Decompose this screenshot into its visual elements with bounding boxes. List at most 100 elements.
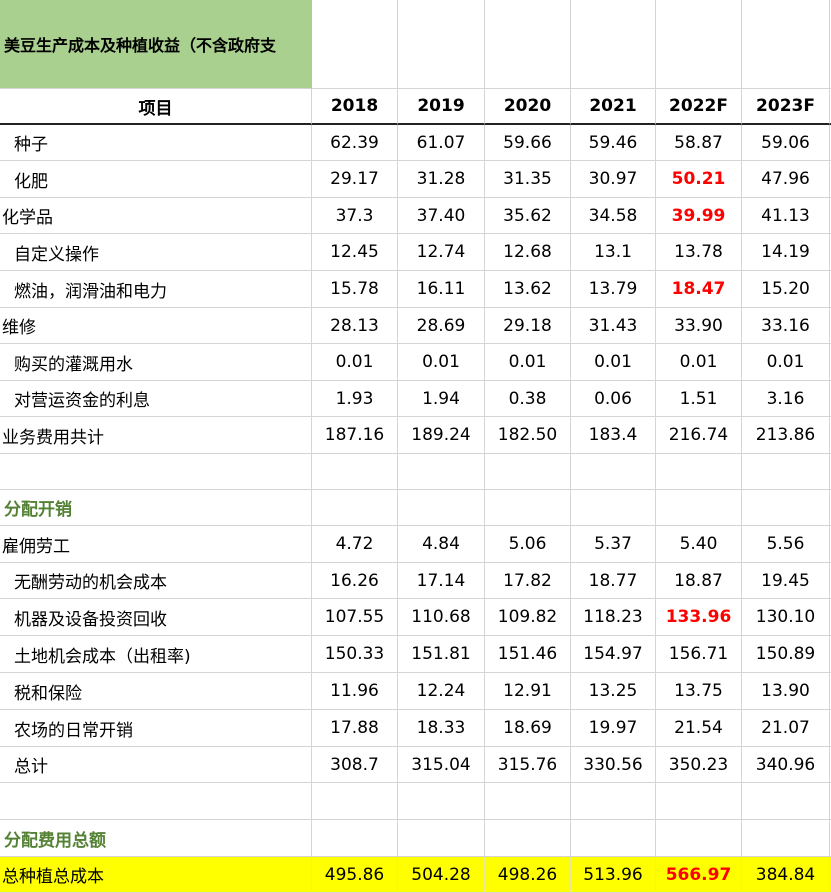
value-cell[interactable]: 0.06 <box>571 381 656 417</box>
value-cell[interactable]: 13.62 <box>485 271 571 308</box>
value-cell[interactable]: 29.17 <box>312 161 398 198</box>
value-cell[interactable]: 59.06 <box>742 125 830 161</box>
value-cell[interactable]: 33.16 <box>742 308 830 344</box>
value-cell[interactable] <box>312 820 398 857</box>
value-cell[interactable]: 35.62 <box>485 198 571 234</box>
row-label[interactable]: 自定义操作 <box>0 234 312 271</box>
value-cell[interactable]: 62.39 <box>312 125 398 161</box>
value-cell[interactable]: 16.11 <box>398 271 485 308</box>
section-label[interactable]: 分配费用总额 <box>0 820 312 857</box>
value-cell[interactable] <box>398 783 485 820</box>
value-cell[interactable]: 47.96 <box>742 161 830 198</box>
value-cell[interactable]: 566.97 <box>656 857 742 893</box>
value-cell[interactable] <box>312 783 398 820</box>
value-cell[interactable]: 58.87 <box>656 125 742 161</box>
value-cell[interactable]: 183.4 <box>571 417 656 454</box>
empty-cell[interactable] <box>571 0 656 89</box>
column-header-year[interactable]: 2018 <box>312 89 398 125</box>
value-cell[interactable]: 18.33 <box>398 710 485 747</box>
row-label[interactable]: 购买的灌溉用水 <box>0 344 312 381</box>
value-cell[interactable]: 13.78 <box>656 234 742 271</box>
value-cell[interactable]: 1.93 <box>312 381 398 417</box>
value-cell[interactable] <box>656 783 742 820</box>
value-cell[interactable]: 31.28 <box>398 161 485 198</box>
value-cell[interactable]: 3.16 <box>742 381 830 417</box>
value-cell[interactable] <box>571 820 656 857</box>
value-cell[interactable]: 18.77 <box>571 563 656 599</box>
row-label[interactable] <box>0 783 312 820</box>
column-header-year[interactable]: 2023F <box>742 89 830 125</box>
value-cell[interactable]: 1.51 <box>656 381 742 417</box>
value-cell[interactable]: 15.78 <box>312 271 398 308</box>
row-label[interactable]: 种子 <box>0 125 312 161</box>
row-label[interactable] <box>0 454 312 490</box>
value-cell[interactable]: 4.84 <box>398 526 485 563</box>
value-cell[interactable]: 39.99 <box>656 198 742 234</box>
value-cell[interactable]: 13.25 <box>571 673 656 710</box>
value-cell[interactable]: 213.86 <box>742 417 830 454</box>
value-cell[interactable]: 118.23 <box>571 599 656 636</box>
value-cell[interactable] <box>742 490 830 526</box>
value-cell[interactable] <box>312 490 398 526</box>
value-cell[interactable]: 504.28 <box>398 857 485 893</box>
row-label[interactable]: 对营运资金的利息 <box>0 381 312 417</box>
value-cell[interactable]: 59.46 <box>571 125 656 161</box>
row-label[interactable]: 总计 <box>0 747 312 783</box>
value-cell[interactable] <box>571 490 656 526</box>
column-header-year[interactable]: 2019 <box>398 89 485 125</box>
value-cell[interactable] <box>571 454 656 490</box>
row-label[interactable]: 雇佣劳工 <box>0 526 312 563</box>
row-label[interactable]: 土地机会成本（出租率) <box>0 636 312 673</box>
value-cell[interactable] <box>312 454 398 490</box>
value-cell[interactable]: 17.14 <box>398 563 485 599</box>
value-cell[interactable]: 0.01 <box>485 344 571 381</box>
value-cell[interactable]: 0.01 <box>398 344 485 381</box>
value-cell[interactable]: 0.01 <box>656 344 742 381</box>
value-cell[interactable]: 17.88 <box>312 710 398 747</box>
value-cell[interactable]: 41.13 <box>742 198 830 234</box>
value-cell[interactable]: 31.43 <box>571 308 656 344</box>
row-label[interactable]: 化学品 <box>0 198 312 234</box>
value-cell[interactable]: 150.33 <box>312 636 398 673</box>
row-label[interactable]: 无酬劳动的机会成本 <box>0 563 312 599</box>
value-cell[interactable]: 0.01 <box>312 344 398 381</box>
value-cell[interactable]: 12.91 <box>485 673 571 710</box>
value-cell[interactable]: 151.46 <box>485 636 571 673</box>
section-label[interactable]: 分配开销 <box>0 490 312 526</box>
value-cell[interactable]: 13.90 <box>742 673 830 710</box>
value-cell[interactable] <box>485 820 571 857</box>
value-cell[interactable]: 109.82 <box>485 599 571 636</box>
value-cell[interactable]: 130.10 <box>742 599 830 636</box>
value-cell[interactable]: 13.79 <box>571 271 656 308</box>
row-label[interactable]: 农场的日常开销 <box>0 710 312 747</box>
value-cell[interactable]: 37.3 <box>312 198 398 234</box>
row-label[interactable]: 化肥 <box>0 161 312 198</box>
value-cell[interactable]: 33.90 <box>656 308 742 344</box>
value-cell[interactable]: 13.75 <box>656 673 742 710</box>
value-cell[interactable]: 0.01 <box>571 344 656 381</box>
value-cell[interactable] <box>485 454 571 490</box>
value-cell[interactable]: 182.50 <box>485 417 571 454</box>
value-cell[interactable]: 187.16 <box>312 417 398 454</box>
row-label[interactable]: 燃油，润滑油和电力 <box>0 271 312 308</box>
row-label[interactable]: 总种植总成本 <box>0 857 312 893</box>
value-cell[interactable]: 30.97 <box>571 161 656 198</box>
value-cell[interactable]: 189.24 <box>398 417 485 454</box>
value-cell[interactable]: 13.1 <box>571 234 656 271</box>
empty-cell[interactable] <box>742 0 830 89</box>
value-cell[interactable]: 15.20 <box>742 271 830 308</box>
value-cell[interactable]: 151.81 <box>398 636 485 673</box>
row-label[interactable]: 维修 <box>0 308 312 344</box>
value-cell[interactable]: 315.76 <box>485 747 571 783</box>
value-cell[interactable]: 16.26 <box>312 563 398 599</box>
value-cell[interactable] <box>656 820 742 857</box>
value-cell[interactable]: 14.19 <box>742 234 830 271</box>
column-header-item[interactable]: 项目 <box>0 89 312 125</box>
row-label[interactable]: 机器及设备投资回收 <box>0 599 312 636</box>
value-cell[interactable]: 4.72 <box>312 526 398 563</box>
value-cell[interactable]: 28.69 <box>398 308 485 344</box>
sheet-title[interactable]: 美豆生产成本及种植收益（不含政府支 <box>0 0 312 89</box>
value-cell[interactable] <box>398 454 485 490</box>
row-label[interactable]: 税和保险 <box>0 673 312 710</box>
value-cell[interactable]: 12.74 <box>398 234 485 271</box>
